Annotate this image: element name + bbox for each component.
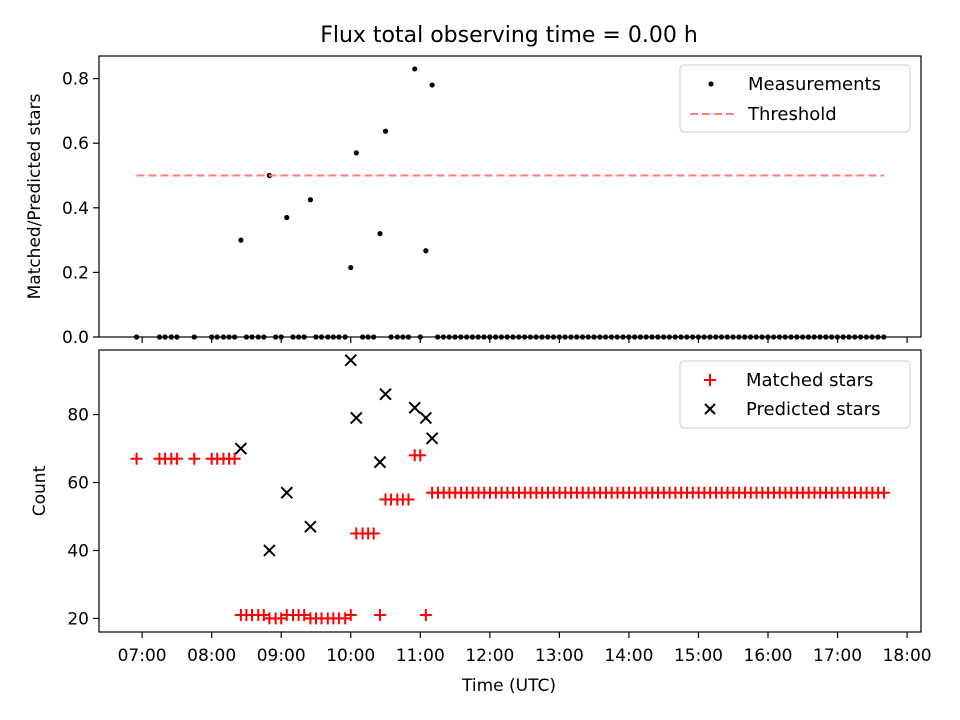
bottom-y-axis-label: Count	[30, 465, 50, 516]
bottom-y-tick-label: 60	[67, 474, 89, 494]
top-panel: 0.00.20.40.60.8 Matched/Predicted stars …	[25, 55, 922, 348]
bottom-x-tick-label: 14:00	[604, 646, 653, 666]
legend-predicted-stars-marker	[704, 403, 716, 415]
bottom-panel-frame	[98, 349, 922, 633]
legend-measurements-label: Measurements	[748, 74, 881, 95]
predicted-stars-point	[373, 455, 387, 469]
top-y-axis-label: Matched/Predicted stars	[25, 93, 45, 299]
bottom-legend-box	[679, 360, 911, 429]
bottom-x-tick-label: 12:00	[465, 646, 514, 666]
top-y-ticks: 0.0 0.2 0.4 0.6 0.8	[62, 70, 99, 348]
bottom-x-tick-label: 11:00	[396, 646, 445, 666]
matched-stars-point	[877, 486, 890, 499]
top-y-tick-label: 0.2	[62, 263, 89, 283]
bottom-x-ticks: 07:00 08:00 09:00 10:00 11:00 12:00 13:00 14:00…	[118, 632, 932, 666]
measurement-point	[412, 66, 418, 72]
predicted-stars-point	[234, 442, 248, 455]
x-axis-label: Time (UTC)	[461, 676, 556, 696]
bottom-x-tick-label: 10:00	[326, 646, 375, 666]
bottom-x-tick-label: 16:00	[744, 646, 793, 666]
figure-title: Flux total observing time = 0.00 h	[320, 23, 698, 48]
matched-stars-point	[402, 493, 415, 506]
top-legend: Measurements Threshold	[679, 64, 911, 133]
measurement-point	[238, 237, 244, 243]
predicted-stars-point	[280, 486, 293, 499]
matched-stars-point	[228, 452, 241, 465]
matched-stars-point	[298, 609, 311, 622]
top-panel-frame	[98, 55, 922, 338]
measurement-point	[423, 248, 429, 254]
matched-stars-point	[188, 452, 201, 465]
bottom-x-tick-label: 08:00	[187, 646, 236, 666]
matched-stars-point	[414, 449, 427, 462]
top-legend-box	[679, 64, 911, 133]
legend-matched-stars-marker	[704, 374, 716, 386]
bottom-y-tick-label: 20	[67, 609, 89, 629]
predicted-stars-point	[419, 411, 433, 425]
bottom-x-tick-label: 17:00	[813, 646, 862, 666]
matched-stars-point	[373, 609, 386, 622]
matched-stars-point	[130, 452, 143, 465]
legend-threshold-label: Threshold	[747, 104, 837, 125]
measurement-point	[382, 128, 389, 134]
predicted-stars-point	[350, 411, 363, 425]
matched-stars-point	[419, 609, 432, 622]
measurement-point	[353, 150, 359, 156]
bottom-x-tick-label: 13:00	[535, 646, 584, 666]
measurement-point	[348, 264, 354, 271]
bottom-panel-marks	[130, 353, 890, 625]
measurement-point	[284, 214, 290, 221]
top-y-tick-label: 0.6	[62, 134, 89, 154]
bottom-y-tick-label: 40	[67, 541, 89, 561]
bottom-x-tick-label: 18:00	[883, 646, 932, 666]
legend-measurements-marker	[708, 81, 714, 87]
measurement-point	[429, 82, 435, 88]
legend-predicted-stars-label: Predicted stars	[746, 399, 880, 420]
top-x-ticks	[141, 337, 908, 343]
bottom-x-tick-label: 09:00	[257, 646, 306, 666]
predicted-stars-point	[304, 520, 317, 533]
matched-stars-point	[344, 609, 357, 622]
bottom-x-tick-label: 15:00	[674, 646, 723, 666]
bottom-x-tick-label: 07:00	[118, 646, 167, 666]
predicted-stars-point	[263, 544, 276, 557]
predicted-stars-point	[408, 401, 421, 414]
bottom-y-tick-label: 80	[67, 406, 89, 426]
top-y-tick-label: 0.4	[62, 199, 89, 219]
predicted-stars-point	[425, 432, 439, 445]
measurement-point	[377, 231, 383, 237]
bottom-legend: Matched stars Predicted stars	[679, 360, 911, 429]
predicted-stars-point	[379, 387, 392, 401]
top-y-tick-label: 0.8	[62, 70, 89, 90]
measurement-point	[307, 197, 314, 203]
matched-stars-point	[170, 452, 183, 465]
top-y-tick-label: 0.0	[62, 328, 89, 348]
legend-matched-stars-label: Matched stars	[746, 370, 873, 391]
bottom-panel: 20 40 60 80 07:00 08:00 09:00 10:00 11:00 12:00 1…	[30, 349, 932, 696]
matched-stars-point	[367, 527, 380, 540]
predicted-stars-point	[344, 353, 357, 367]
bottom-y-ticks: 20 40 60 80	[67, 406, 99, 629]
